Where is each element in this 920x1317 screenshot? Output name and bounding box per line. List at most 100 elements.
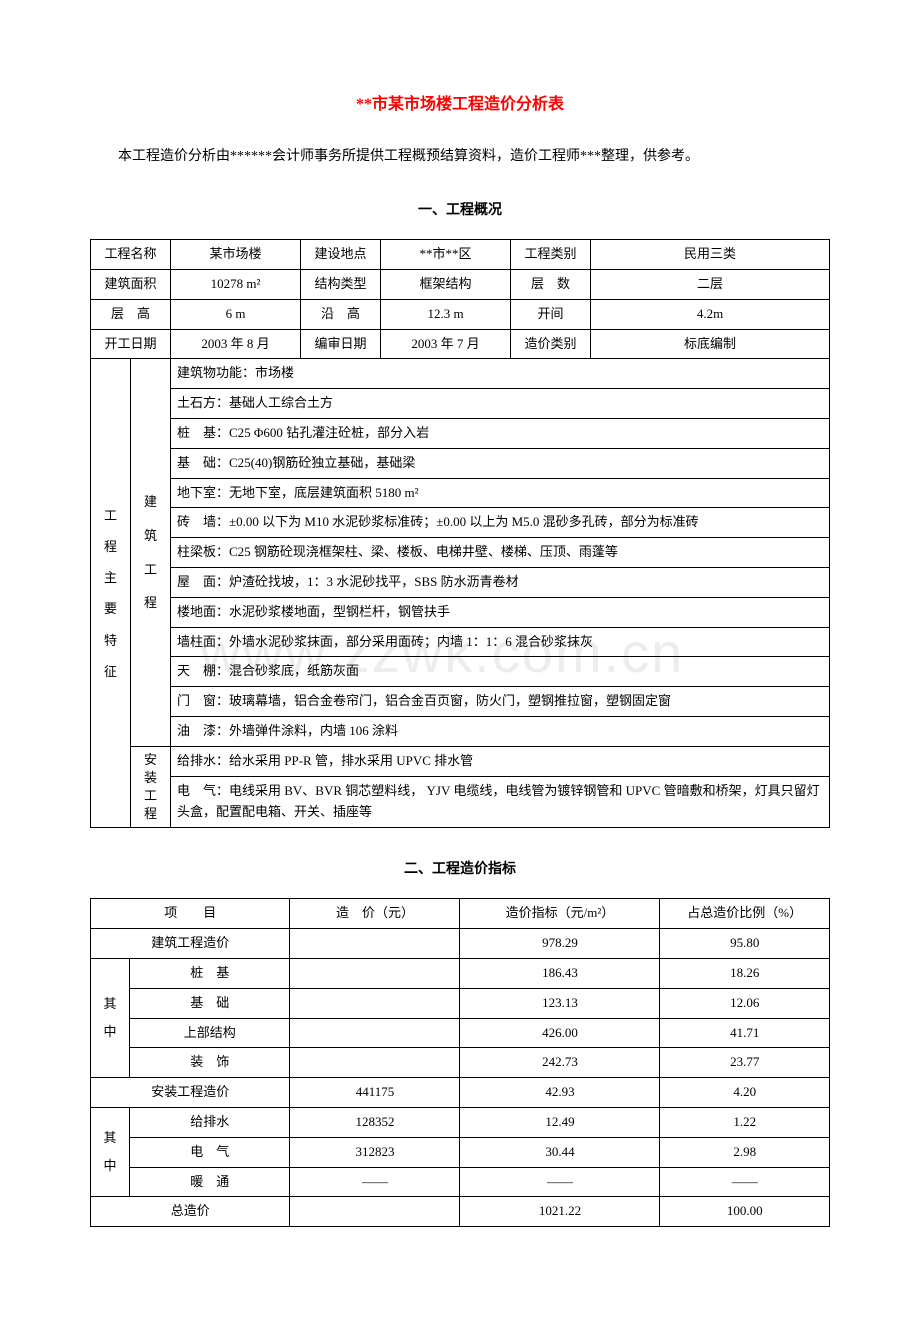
cost-index-construction: 978.29 [460,929,660,959]
value-height: 6 m [171,299,301,329]
detail-basement: 地下室：无地下室，底层建筑面积 5180 m² [171,478,830,508]
cost-row-deco: 装 饰 242.73 23.77 [91,1048,830,1078]
install-label: 安 装 工 程 [131,746,171,828]
detail-earthwork: 土石方：基础人工综合土方 [171,389,830,419]
label-height: 层 高 [91,299,171,329]
cost-pct-construction: 95.80 [660,929,830,959]
cost-row-foundation: 基 础 123.13 12.06 [91,988,830,1018]
cost-header-price: 造 价（元） [290,899,460,929]
cost-pct-water: 1.22 [660,1108,830,1138]
cost-price-install: 441175 [290,1078,460,1108]
detail-door: 门 窗：玻璃幕墙，铝合金卷帘门，铝合金百页窗，防火门，塑钢推拉窗，塑钢固定窗 [171,687,830,717]
label-category: 工程类别 [511,240,591,270]
intro-paragraph: 本工程造价分析由******会计师事务所提供工程概预结算资料，造价工程师***整… [90,144,830,169]
construction-label: 建 筑 工 程 [131,359,171,746]
detail-row: 屋 面：炉渣砼找坡，1：3 水泥砂找平，SBS 防水沥青卷材 [91,567,830,597]
label-bay: 开间 [511,299,591,329]
overview-row-4: 开工日期 2003 年 8 月 编审日期 2003 年 7 月 造价类别 标底编… [91,329,830,359]
cost-index-pile: 186.43 [460,959,660,989]
value-review-date: 2003 年 7 月 [381,329,511,359]
cost-price-total [290,1197,460,1227]
cost-price-foundation [290,988,460,1018]
cost-row-total: 总造价 1021.22 100.00 [91,1197,830,1227]
cost-name-upper: 上部结构 [130,1018,290,1048]
label-structure: 结构类型 [301,269,381,299]
detail-row: 基 础：C25(40)钢筋砼独立基础，基础梁 [91,448,830,478]
cost-pct-upper: 41.71 [660,1018,830,1048]
cost-index-total: 1021.22 [460,1197,660,1227]
cost-row-upper: 上部结构 426.00 41.71 [91,1018,830,1048]
value-structure: 框架结构 [381,269,511,299]
detail-row: 门 窗：玻璃幕墙，铝合金卷帘门，铝合金百页窗，防火门，塑钢推拉窗，塑钢固定窗 [91,687,830,717]
cost-row-pile: 其 中 桩 基 186.43 18.26 [91,959,830,989]
value-category: 民用三类 [591,240,830,270]
cost-name-total: 总造价 [91,1197,290,1227]
cost-index-install: 42.93 [460,1078,660,1108]
detail-row: 天 棚：混合砂浆底，纸筋灰面 [91,657,830,687]
detail-foundation: 基 础：C25(40)钢筋砼独立基础，基础梁 [171,448,830,478]
label-review-date: 编审日期 [301,329,381,359]
cost-index-foundation: 123.13 [460,988,660,1018]
cost-row-construction: 建筑工程造价 978.29 95.80 [91,929,830,959]
cost-pct-total: 100.00 [660,1197,830,1227]
detail-plumbing: 给排水：给水采用 PP-R 管，排水采用 UPVC 排水管 [171,746,830,776]
cost-index-hvac: —— [460,1167,660,1197]
detail-roof: 屋 面：炉渣砼找坡，1：3 水泥砂找平，SBS 防水沥青卷材 [171,567,830,597]
label-area: 建筑面积 [91,269,171,299]
cost-row-elec: 电 气 312823 30.44 2.98 [91,1137,830,1167]
cost-header-item: 项 目 [91,899,290,929]
cost-header-row: 项 目 造 价（元） 造价指标（元/m²） 占总造价比例（%） [91,899,830,929]
value-start-date: 2003 年 8 月 [171,329,301,359]
detail-ceiling: 天 棚：混合砂浆底，纸筋灰面 [171,657,830,687]
detail-floor: 楼地面：水泥砂浆楼地面，型钢栏杆，钢管扶手 [171,597,830,627]
cost-pct-elec: 2.98 [660,1137,830,1167]
cost-price-water: 128352 [290,1108,460,1138]
overview-row-3: 层 高 6 m 沿 高 12.3 m 开间 4.2m [91,299,830,329]
cost-price-pile [290,959,460,989]
cost-row-install: 安装工程造价 441175 42.93 4.20 [91,1078,830,1108]
label-location: 建设地点 [301,240,381,270]
cost-header-pct: 占总造价比例（%） [660,899,830,929]
cost-pct-deco: 23.77 [660,1048,830,1078]
cost-pct-pile: 18.26 [660,959,830,989]
overview-table: 工程名称 某市场楼 建设地点 **市**区 工程类别 民用三类 建筑面积 102… [90,239,830,828]
cost-row-water: 其 中 给排水 128352 12.49 1.22 [91,1108,830,1138]
cost-table: 项 目 造 价（元） 造价指标（元/m²） 占总造价比例（%） 建筑工程造价 9… [90,898,830,1227]
detail-row: 柱梁板：C25 钢筋砼现浇框架柱、梁、楼板、电梯井壁、楼梯、压顶、雨蓬等 [91,538,830,568]
cost-price-construction [290,929,460,959]
detail-pile: 桩 基：C25 Φ600 钻孔灌注砼桩，部分入岩 [171,418,830,448]
label-project-name: 工程名称 [91,240,171,270]
detail-wall: 墙柱面：外墙水泥砂浆抹面，部分采用面砖；内墙 1：1：6 混合砂浆抹灰 [171,627,830,657]
cost-price-upper [290,1018,460,1048]
detail-row: 电 气：电线采用 BV、BVR 铜芯塑料线， YJV 电缆线，电线管为镀锌钢管和… [91,777,830,828]
overview-row-1: 工程名称 某市场楼 建设地点 **市**区 工程类别 民用三类 [91,240,830,270]
label-floors: 层 数 [511,269,591,299]
value-project-name: 某市场楼 [171,240,301,270]
detail-brick: 砖 墙：±0.00 以下为 M10 水泥砂浆标准砖；±0.00 以上为 M5.0… [171,508,830,538]
value-floors: 二层 [591,269,830,299]
section2-title: 二、工程造价指标 [90,858,830,878]
detail-row: 工 程 主 要 特 征 建 筑 工 程 建筑物功能：市场楼 [91,359,830,389]
page-title: **市某市场楼工程造价分析表 [90,90,830,114]
cost-index-water: 12.49 [460,1108,660,1138]
detail-row: 安 装 工 程 给排水：给水采用 PP-R 管，排水采用 UPVC 排水管 [91,746,830,776]
label-elevation: 沿 高 [301,299,381,329]
cost-name-deco: 装 饰 [130,1048,290,1078]
cost-name-install: 安装工程造价 [91,1078,290,1108]
cost-price-hvac: —— [290,1167,460,1197]
detail-row: 土石方：基础人工综合土方 [91,389,830,419]
cost-index-elec: 30.44 [460,1137,660,1167]
detail-row: 楼地面：水泥砂浆楼地面，型钢栏杆，钢管扶手 [91,597,830,627]
feature-label: 工 程 主 要 特 征 [91,359,131,828]
detail-row: 油 漆：外墙弹件涂料，内墙 106 涂料 [91,716,830,746]
cost-pct-foundation: 12.06 [660,988,830,1018]
value-area: 10278 m² [171,269,301,299]
section1-title: 一、工程概况 [90,199,830,219]
label-cost-type: 造价类别 [511,329,591,359]
cost-name-hvac: 暖 通 [130,1167,290,1197]
overview-row-2: 建筑面积 10278 m² 结构类型 框架结构 层 数 二层 [91,269,830,299]
cost-index-upper: 426.00 [460,1018,660,1048]
cost-price-elec: 312823 [290,1137,460,1167]
cost-name-construction: 建筑工程造价 [91,929,290,959]
cost-name-water: 给排水 [130,1108,290,1138]
